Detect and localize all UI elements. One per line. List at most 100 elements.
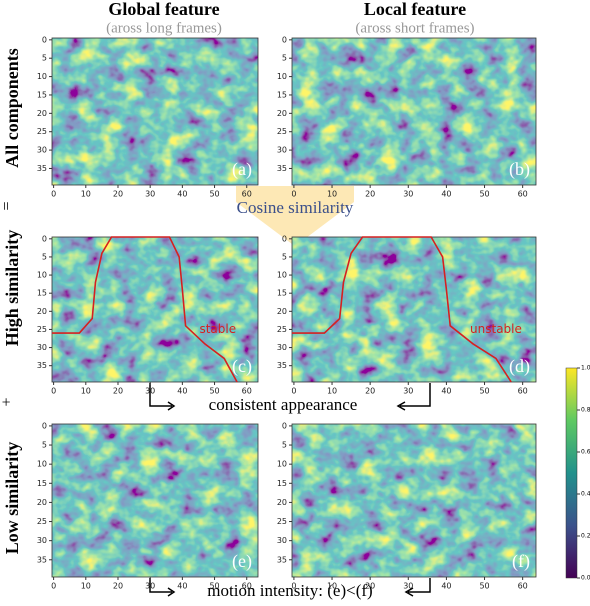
y-tick-label: 35	[277, 164, 287, 173]
x-tick-label: 30	[145, 190, 155, 199]
x-tick-label: 10	[81, 582, 91, 591]
row-label: Low similarity	[2, 442, 22, 555]
x-tick-label: 10	[81, 387, 91, 396]
y-tick-label: 0	[42, 234, 47, 243]
x-tick-label: 40	[441, 387, 451, 396]
x-tick-label: 50	[479, 582, 489, 591]
panel-label: (d)	[509, 356, 530, 377]
row-label: All components	[2, 48, 22, 168]
y-tick-label: 15	[37, 90, 47, 99]
x-tick-label: 50	[479, 190, 489, 199]
x-tick-label: 30	[403, 582, 413, 591]
y-tick-label: 15	[277, 289, 287, 298]
colorbar-tick-label: 0.8	[581, 407, 590, 414]
axes-frame	[291, 37, 537, 186]
x-tick-label: 20	[113, 582, 123, 591]
x-tick-label: 40	[177, 190, 187, 199]
y-tick-label: 35	[37, 164, 47, 173]
heatmap	[292, 38, 536, 185]
region-outline	[52, 236, 238, 383]
region-note: unstable	[470, 322, 522, 336]
bracket-arrow	[404, 578, 431, 597]
bracket-arrow	[149, 578, 176, 597]
y-tick-label: 35	[277, 555, 287, 564]
y-tick-label: 10	[277, 72, 287, 81]
y-tick-label: 5	[42, 441, 47, 450]
x-tick-label: 50	[479, 387, 489, 396]
y-tick-label: 0	[42, 35, 47, 44]
panel-label: (a)	[232, 159, 252, 180]
colorbar-tick-label: 0.2	[581, 533, 590, 540]
x-tick-label: 20	[365, 190, 375, 199]
x-tick-label: 10	[327, 190, 337, 199]
heatmap	[52, 38, 258, 185]
panel-label: (e)	[232, 551, 252, 572]
colorbar-tick-label: 0.0	[581, 575, 590, 582]
x-tick-label: 60	[242, 582, 252, 591]
similarity-arrow	[236, 186, 354, 244]
y-tick-label: 10	[37, 460, 47, 469]
x-tick-label: 60	[518, 387, 528, 396]
y-tick-label: 30	[277, 146, 287, 155]
region-note: stable	[199, 322, 236, 336]
y-tick-label: 5	[282, 54, 287, 63]
y-tick-label: 20	[277, 109, 287, 118]
colorbar	[565, 367, 578, 579]
x-tick-label: 60	[242, 190, 252, 199]
y-tick-label: 15	[37, 289, 47, 298]
x-tick-label: 30	[145, 387, 155, 396]
y-tick-label: 20	[37, 307, 47, 316]
x-tick-label: 20	[113, 387, 123, 396]
panel-label: (b)	[509, 159, 530, 180]
y-tick-label: 5	[282, 441, 287, 450]
y-tick-label: 30	[37, 146, 47, 155]
y-tick-label: 20	[37, 109, 47, 118]
colorbar-tick-label: 0.4	[581, 491, 590, 498]
heatmap	[292, 237, 536, 382]
x-tick-label: 60	[518, 190, 528, 199]
y-tick-label: 15	[277, 479, 287, 488]
y-tick-label: 25	[37, 127, 47, 136]
panel-label: (f)	[512, 551, 530, 572]
operator: +	[0, 397, 16, 406]
y-tick-label: 5	[42, 252, 47, 261]
x-tick-label: 10	[327, 582, 337, 591]
bracket-arrow	[149, 383, 176, 411]
heatmap	[292, 424, 536, 577]
x-tick-label: 50	[209, 190, 219, 199]
y-tick-label: 35	[37, 361, 47, 370]
x-tick-label: 40	[177, 582, 187, 591]
x-tick-label: 20	[113, 190, 123, 199]
y-tick-label: 20	[277, 498, 287, 507]
y-tick-label: 0	[282, 421, 287, 430]
x-tick-label: 10	[81, 190, 91, 199]
x-tick-label: 50	[209, 582, 219, 591]
colorbar-tick-label: 1.0	[581, 365, 590, 372]
heatmap	[52, 237, 258, 382]
colorbar-tick-label: 0.6	[581, 449, 590, 456]
y-tick-label: 30	[277, 536, 287, 545]
column-subtitle: (aross short frames)	[355, 20, 474, 36]
y-tick-label: 10	[37, 271, 47, 280]
x-tick-label: 30	[403, 190, 413, 199]
y-tick-label: 15	[277, 90, 287, 99]
heatmap	[52, 424, 258, 577]
y-tick-label: 20	[277, 307, 287, 316]
axes-frame	[51, 423, 259, 578]
panel-label: (c)	[232, 356, 252, 377]
x-tick-label: 10	[327, 387, 337, 396]
y-tick-label: 30	[37, 343, 47, 352]
column-subtitle: (aross long frames)	[106, 20, 222, 36]
y-tick-label: 25	[277, 517, 287, 526]
x-tick-label: 20	[365, 387, 375, 396]
y-tick-label: 25	[277, 325, 287, 334]
column-title: Local feature	[364, 0, 466, 19]
axes-frame	[51, 37, 259, 186]
x-tick-label: 40	[177, 387, 187, 396]
bracket-arrow	[396, 383, 431, 411]
x-tick-label: 0	[291, 387, 296, 396]
x-tick-label: 60	[518, 582, 528, 591]
y-tick-label: 25	[37, 325, 47, 334]
cosine-label: Cosine similarity	[237, 198, 354, 217]
